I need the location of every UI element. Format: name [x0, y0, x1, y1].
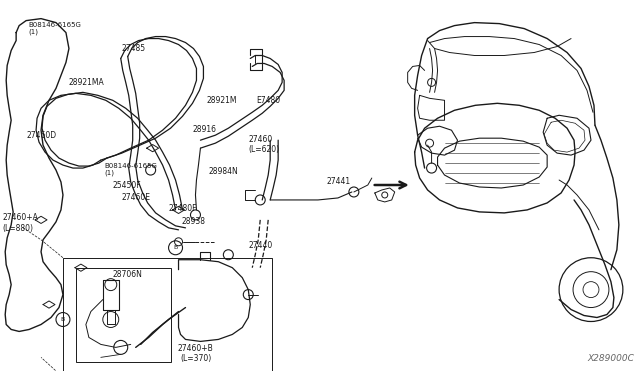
Text: 28938: 28938 — [181, 217, 205, 226]
Text: 27460E: 27460E — [121, 193, 150, 202]
Bar — [63, 258, 272, 372]
Text: 27460
(L=620): 27460 (L=620) — [248, 135, 280, 154]
Text: 27460+A
(L=880): 27460+A (L=880) — [3, 214, 38, 233]
Text: 28984N: 28984N — [209, 167, 238, 176]
Text: X289000C: X289000C — [587, 355, 634, 363]
Text: 28921MA: 28921MA — [68, 78, 104, 87]
Text: 27441: 27441 — [326, 177, 351, 186]
Text: 27460+B
(L=370): 27460+B (L=370) — [178, 343, 214, 363]
Text: B: B — [61, 317, 65, 322]
Text: B08146-6165G
(1): B08146-6165G (1) — [28, 22, 81, 35]
Text: 28706N: 28706N — [113, 270, 143, 279]
Text: 27485: 27485 — [122, 44, 146, 53]
Text: 28916: 28916 — [193, 125, 216, 134]
Text: 27480F: 27480F — [168, 204, 196, 213]
Bar — [76, 268, 171, 362]
Text: 27460D: 27460D — [27, 131, 57, 141]
Text: 28921M: 28921M — [207, 96, 237, 105]
Text: B: B — [173, 245, 178, 250]
Text: B08146-6165G
(1): B08146-6165G (1) — [104, 163, 157, 176]
Text: 25450F: 25450F — [113, 181, 141, 190]
Text: 27440: 27440 — [248, 241, 273, 250]
Text: E7480: E7480 — [256, 96, 280, 105]
